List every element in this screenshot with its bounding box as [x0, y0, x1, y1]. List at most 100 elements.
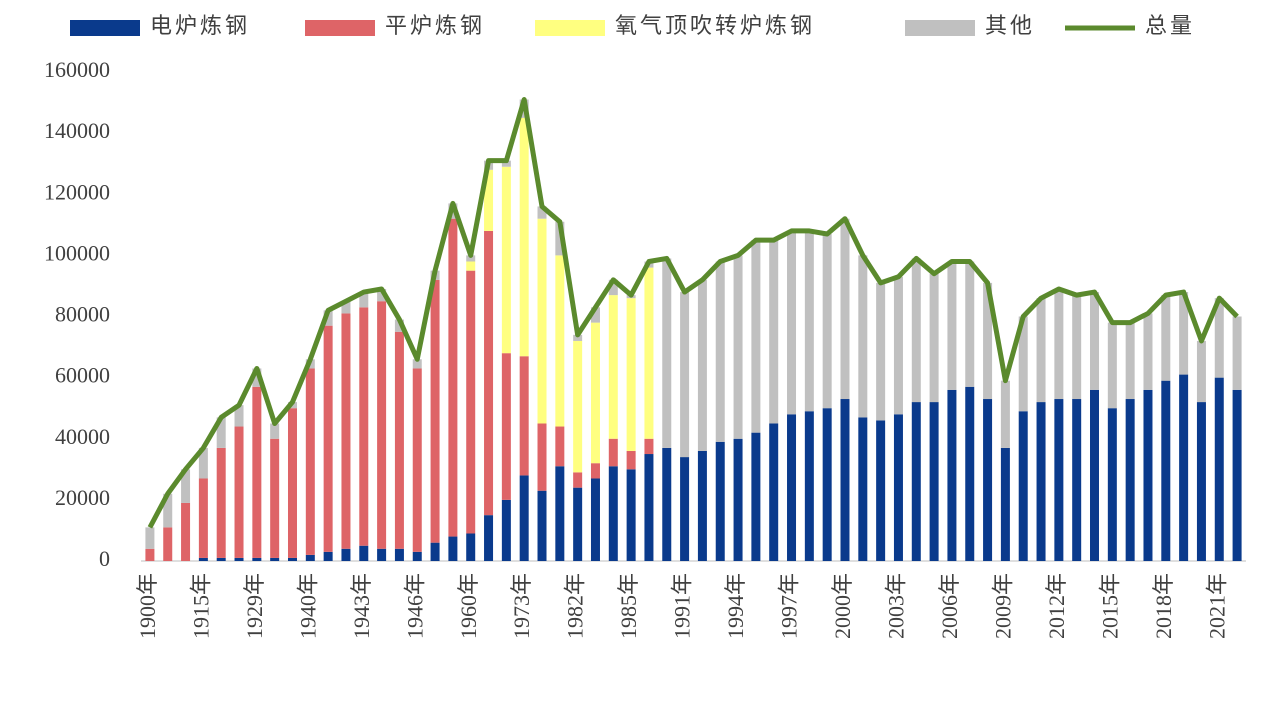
bar [341, 301, 351, 314]
bar [751, 240, 761, 433]
x-tick-label: 2009年 [990, 573, 1015, 639]
bar [573, 334, 583, 341]
bar [840, 399, 850, 561]
x-tick-label: 1915年 [188, 573, 213, 639]
bar [252, 368, 262, 387]
x-tick-label: 1940年 [295, 573, 320, 639]
bar [947, 261, 957, 390]
bar [466, 533, 476, 561]
x-tick-label: 1900年 [135, 573, 160, 639]
bar [1179, 374, 1189, 561]
bar [1090, 389, 1100, 561]
bar [644, 267, 654, 439]
legend-swatch [905, 20, 975, 36]
bar [394, 548, 404, 561]
bar [626, 298, 636, 451]
x-tick-label: 2006年 [937, 573, 962, 639]
x-tick-label: 1997年 [777, 573, 802, 639]
bar [733, 438, 743, 561]
bar [822, 408, 832, 561]
bar [1107, 322, 1117, 409]
bar [965, 386, 975, 561]
bar [590, 463, 600, 479]
bar [590, 307, 600, 323]
bar [323, 551, 333, 561]
x-tick-label: 1991年 [670, 573, 695, 639]
bar [1214, 298, 1224, 378]
bar [911, 402, 921, 561]
bar [252, 557, 262, 561]
bar [377, 301, 387, 549]
bar [608, 466, 618, 561]
bar [840, 218, 850, 400]
y-tick-label: 140000 [44, 118, 110, 143]
bar [466, 270, 476, 534]
bar [252, 386, 262, 558]
bar [876, 420, 886, 561]
bar [1125, 322, 1135, 400]
bar [858, 417, 868, 561]
bar [804, 230, 814, 412]
bar [1036, 402, 1046, 561]
bar [787, 230, 797, 415]
bar [1000, 447, 1010, 561]
bar [573, 472, 583, 488]
line [147, 97, 1239, 529]
bar [270, 557, 280, 561]
bar [466, 261, 476, 271]
bar [412, 551, 422, 561]
bar [448, 536, 458, 561]
bar [305, 368, 315, 555]
bar [858, 255, 868, 418]
y-tick-label: 40000 [55, 424, 110, 449]
bar [644, 454, 654, 561]
bar [501, 499, 511, 561]
bar [1036, 298, 1046, 403]
legend-label: 平炉炼钢 [385, 13, 485, 38]
bar [965, 261, 975, 387]
bar [929, 273, 939, 403]
bar [394, 319, 404, 332]
legend-swatch [535, 20, 605, 36]
y-tick-label: 100000 [44, 240, 110, 265]
bar [893, 276, 903, 415]
bar [715, 441, 725, 561]
bar [1143, 313, 1153, 390]
y-tick-label: 80000 [55, 302, 110, 327]
bar [1196, 402, 1206, 561]
bar [305, 554, 315, 561]
bar [555, 466, 565, 561]
bar [234, 405, 244, 427]
bar [929, 402, 939, 561]
bar [1214, 377, 1224, 561]
bar [270, 438, 280, 558]
bar [947, 389, 957, 561]
bar [145, 527, 155, 549]
bar [751, 432, 761, 561]
bar [359, 292, 369, 308]
bar [715, 261, 725, 442]
bar [680, 457, 690, 561]
bar [1107, 408, 1117, 561]
x-tick-label: 1994年 [723, 573, 748, 639]
legend-label: 氧气顶吹转炉炼钢 [615, 13, 815, 38]
x-tick-label: 1960年 [456, 573, 481, 639]
bar [680, 292, 690, 458]
bar [466, 255, 476, 262]
bar [394, 331, 404, 549]
bar [234, 426, 244, 558]
bar [1090, 292, 1100, 390]
bar [341, 548, 351, 561]
bar [270, 423, 280, 439]
bar [1018, 411, 1028, 561]
bar [769, 423, 779, 561]
bar [484, 169, 494, 231]
bar [1054, 399, 1064, 561]
bar [697, 450, 707, 561]
bar [501, 166, 511, 354]
bar [163, 493, 173, 528]
bar [1161, 380, 1171, 561]
bar [608, 295, 618, 439]
legend-swatch [305, 20, 375, 36]
bar [519, 356, 529, 476]
